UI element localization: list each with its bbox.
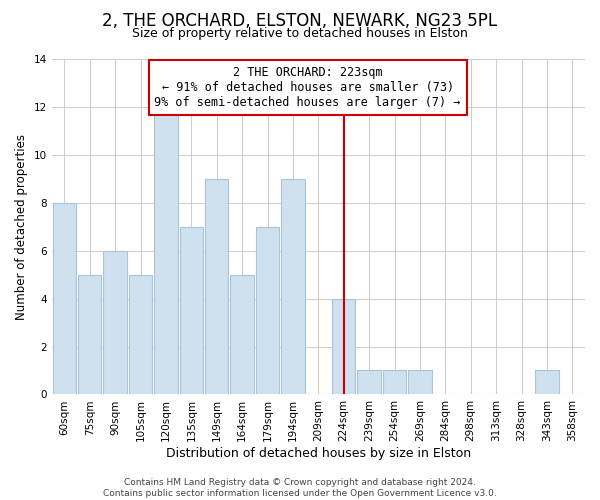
Bar [408, 370, 431, 394]
Bar [535, 370, 559, 394]
Y-axis label: Number of detached properties: Number of detached properties [15, 134, 28, 320]
Bar [78, 274, 101, 394]
Text: 2 THE ORCHARD: 223sqm
← 91% of detached houses are smaller (73)
9% of semi-detac: 2 THE ORCHARD: 223sqm ← 91% of detached … [154, 66, 461, 108]
Bar [332, 298, 355, 394]
Bar [230, 274, 254, 394]
Bar [53, 203, 76, 394]
Bar [103, 250, 127, 394]
Bar [154, 107, 178, 395]
X-axis label: Distribution of detached houses by size in Elston: Distribution of detached houses by size … [166, 447, 471, 460]
Bar [281, 179, 305, 394]
Bar [129, 274, 152, 394]
Text: Size of property relative to detached houses in Elston: Size of property relative to detached ho… [132, 28, 468, 40]
Bar [383, 370, 406, 394]
Bar [358, 370, 381, 394]
Text: Contains HM Land Registry data © Crown copyright and database right 2024.
Contai: Contains HM Land Registry data © Crown c… [103, 478, 497, 498]
Bar [256, 226, 279, 394]
Bar [205, 179, 229, 394]
Bar [179, 226, 203, 394]
Text: 2, THE ORCHARD, ELSTON, NEWARK, NG23 5PL: 2, THE ORCHARD, ELSTON, NEWARK, NG23 5PL [103, 12, 497, 30]
